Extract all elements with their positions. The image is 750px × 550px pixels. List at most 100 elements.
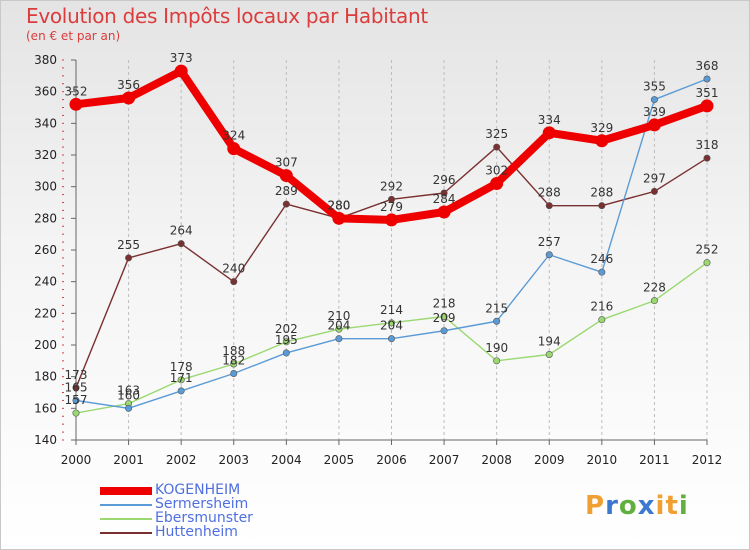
data-point [700, 99, 714, 113]
data-point [282, 349, 290, 357]
x-tick-label: 2001 [113, 453, 144, 467]
data-label: 289 [275, 184, 298, 198]
legend-swatch-huttenheim [100, 532, 152, 534]
data-point [542, 126, 556, 140]
legend-label-sermersheim: Sermersheim [155, 496, 249, 512]
data-label: 284 [433, 192, 456, 206]
legend-swatch-ebersmunster [100, 518, 152, 520]
y-tick-label: 320 [34, 148, 57, 162]
data-point [598, 202, 606, 210]
data-label: 215 [485, 301, 508, 315]
data-label: 209 [433, 311, 456, 325]
data-label: 178 [170, 360, 193, 374]
data-label: 163 [117, 384, 140, 398]
data-label: 325 [485, 127, 508, 141]
x-tick-label: 2004 [271, 453, 302, 467]
data-point [493, 357, 501, 365]
data-point [125, 404, 133, 412]
data-label: 280 [327, 198, 350, 212]
data-point [122, 91, 136, 105]
data-point [493, 143, 501, 151]
data-point [279, 169, 293, 183]
data-point [387, 195, 395, 203]
data-label: 182 [222, 354, 245, 368]
x-tick-label: 2008 [481, 453, 512, 467]
data-point [335, 325, 343, 333]
data-label: 352 [65, 84, 88, 98]
data-point [437, 205, 451, 219]
data-label: 165 [65, 380, 88, 394]
data-label: 296 [433, 173, 456, 187]
data-label: 292 [380, 179, 403, 193]
data-point [335, 335, 343, 343]
data-label: 279 [380, 200, 403, 214]
data-label: 202 [275, 322, 298, 336]
x-tick-label: 2000 [61, 453, 92, 467]
data-label: 373 [170, 51, 193, 65]
data-point [703, 154, 711, 162]
brand-letter: P [585, 491, 606, 521]
data-point [230, 369, 238, 377]
data-point [703, 259, 711, 267]
data-point [282, 200, 290, 208]
x-tick-label: 2012 [692, 453, 723, 467]
x-tick-label: 2011 [639, 453, 670, 467]
y-tick-label: 360 [34, 85, 57, 99]
x-tick-label: 2009 [534, 453, 565, 467]
data-point [230, 360, 238, 368]
data-point [440, 312, 448, 320]
data-point [230, 278, 238, 286]
data-point [650, 297, 658, 305]
data-point [598, 316, 606, 324]
data-point [703, 75, 711, 83]
data-point [545, 350, 553, 358]
data-label: 171 [170, 371, 193, 385]
data-label: 157 [65, 393, 88, 407]
data-point [387, 335, 395, 343]
data-label: 204 [380, 319, 403, 333]
brand-letter: i [655, 491, 666, 521]
y-tick-label: 160 [34, 401, 57, 415]
legend-label-ebersmunster: Ebersmunster [155, 510, 253, 526]
data-label: 240 [222, 262, 245, 276]
data-label: 302 [485, 164, 508, 178]
legend-swatch-kogenheim [100, 487, 152, 495]
data-point [72, 409, 80, 417]
data-point [647, 118, 661, 132]
data-label: 255 [117, 238, 140, 252]
brand-letter: x [637, 491, 656, 521]
data-label: 216 [590, 300, 613, 314]
data-label: 246 [590, 252, 613, 266]
data-point [387, 319, 395, 327]
y-tick-label: 380 [34, 53, 57, 67]
x-tick-label: 2002 [166, 453, 197, 467]
data-point [282, 338, 290, 346]
data-point [650, 96, 658, 104]
data-point [177, 240, 185, 248]
axes: 2000 2001 2002 2003 2004 2005 2006 2007 2008 2009… [34, 53, 722, 467]
data-label: 368 [696, 59, 719, 73]
data-point [332, 211, 346, 225]
brand-letter: i [678, 491, 689, 521]
data-point [598, 268, 606, 276]
x-tick-label: 2010 [587, 453, 618, 467]
data-point [72, 384, 80, 392]
data-point [69, 97, 83, 111]
data-labels: 173 255 264 240 289 280 292 296 325 288 288 297 318 1… [65, 51, 719, 407]
data-label: 160 [117, 388, 140, 402]
legend-swatch-sermersheim [100, 504, 152, 506]
data-label: 280 [327, 198, 350, 212]
brand-letter: r [605, 491, 619, 521]
data-label: 204 [327, 319, 350, 333]
data-point [72, 396, 80, 404]
data-point [650, 187, 658, 195]
data-point [177, 376, 185, 384]
data-point [440, 327, 448, 335]
data-label: 288 [590, 186, 613, 200]
data-label: 173 [65, 368, 88, 382]
y-tick-label: 220 [34, 306, 57, 320]
data-label: 195 [275, 333, 298, 347]
data-point [125, 254, 133, 262]
